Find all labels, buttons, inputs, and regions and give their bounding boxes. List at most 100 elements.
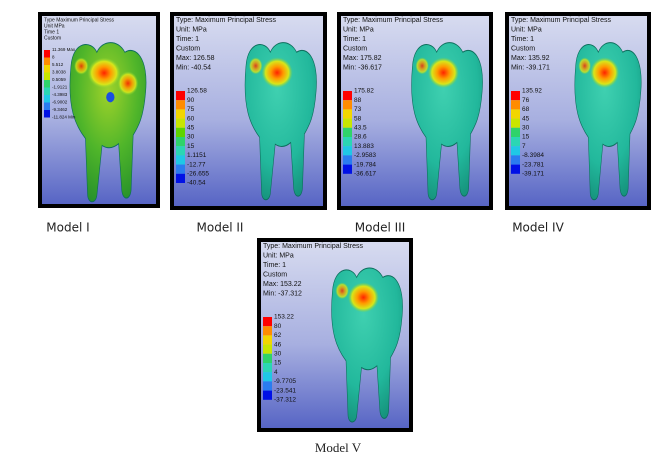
legend-label: -39.171 [522,171,544,178]
legend-label: -36.617 [354,171,376,178]
legend-label: 1.1151 [187,152,207,159]
legend-header: Custom [44,35,61,41]
figure: Type Maximum Principal StressUnit MPaTim… [0,0,656,455]
panel: Type: Maximum Principal Stress Unit: MPa T… [259,240,411,430]
legend-swatch [263,381,272,390]
legend-swatch [44,50,50,58]
legend-label: -12.77 [187,161,206,168]
legend-label: -19.784 [354,161,376,168]
legend-label: 90 [187,97,195,104]
legend-header: Type: Maximum Principal Stress [176,17,276,24]
legend-label: 126.58 [187,88,207,95]
legend-header: Max: 126.58 [176,55,215,62]
legend-label: 30 [274,351,282,358]
legend-swatch [176,91,185,100]
legend-swatch [44,110,50,118]
legend-swatch [343,119,352,128]
legend-label: 15 [187,143,195,150]
legend-label: 73 [354,106,362,113]
legend-label: 80 [274,323,282,330]
legend-swatch [263,363,272,372]
legend-label: -4.3983 [52,92,68,97]
legend-swatch [176,165,185,174]
legend-header: Unit: MPa [263,252,294,259]
legend-swatch [343,137,352,146]
legend-header: Type: Maximum Principal Stress [511,17,611,24]
legend-header: Max: 153.22 [263,281,302,288]
legend-label: 15 [522,134,530,141]
legend-header: Max: 135.92 [511,55,550,62]
legend-header: Custom [511,45,535,52]
legend-label: 62 [274,332,282,339]
legend-header: Type: Maximum Principal Stress [263,243,363,250]
legend-header: Max: 175.82 [343,55,382,62]
legend-header: Time: 1 [263,262,286,269]
legend-swatch [176,155,185,164]
legend-swatch [176,100,185,109]
legend-header: Min: -39.171 [511,64,550,71]
legend-label: 0.5059 [52,77,66,82]
stress-hotspot [348,282,379,312]
legend-label: 5.512 [52,62,64,67]
legend-label: -6.9002 [52,100,68,105]
stress-hotspot [415,57,429,74]
legend-label: -23.541 [274,387,296,394]
legend-swatch [44,88,50,96]
legend-swatch [511,100,520,109]
legend-swatch [511,128,520,137]
legend-swatch [44,103,50,111]
stress-hotspot [262,57,293,88]
legend-swatch [263,372,272,381]
legend-swatch [263,354,272,363]
stress-hotspot [118,71,139,95]
stress-low [106,92,114,102]
legend-swatch [44,95,50,103]
caption: Model I [46,221,89,235]
legend-label: 15 [274,360,282,367]
legend-swatch [44,73,50,81]
legend-swatch [511,165,520,174]
legend-header: Unit: MPa [511,26,542,33]
legend-label: 28.6 [354,134,367,141]
legend-label: -23.781 [522,161,544,168]
stress-hotspot [249,57,263,74]
legend-swatch [263,317,272,326]
legend-swatch [343,165,352,174]
caption: Model V [315,440,362,455]
legend-swatch [343,128,352,137]
stress-hotspot [590,57,619,88]
legend-header: Time: 1 [343,36,366,43]
legend-header: Time: 1 [176,36,199,43]
caption: Model III [355,221,405,235]
legend-header: Min: -36.617 [343,64,382,71]
caption: Model II [197,221,244,235]
legend-header: Min: -37.312 [263,290,302,297]
stress-hotspot [88,57,121,88]
legend-swatch [44,58,50,66]
legend-label: 45 [187,125,195,132]
legend-label: 88 [354,97,362,104]
legend-swatch [263,391,272,400]
caption: Model IV [512,221,564,235]
legend-header: Custom [176,45,200,52]
panel: Type: Maximum Principal Stress Unit: MPa T… [339,14,491,208]
legend-label: -9.3462 [52,107,68,112]
legend-header: Min: -40.54 [176,64,211,71]
legend-label: -26.655 [187,171,209,178]
legend-label: -40.54 [187,180,206,187]
legend-swatch [263,335,272,344]
legend-label: 175.82 [354,88,374,95]
legend-label: -9.7705 [274,378,296,385]
legend-label: 7 [522,143,526,150]
legend-label: 30 [187,134,195,141]
legend-swatch [176,174,185,183]
legend-label: 11.369 Max [52,47,76,52]
legend-header: Type: Maximum Principal Stress [343,17,443,24]
stress-hotspot [335,282,349,299]
legend-label: 46 [274,341,282,348]
legend-label: 45 [522,115,530,122]
legend-swatch [263,326,272,335]
legend-header: Unit: MPa [343,26,374,33]
legend-swatch [176,109,185,118]
